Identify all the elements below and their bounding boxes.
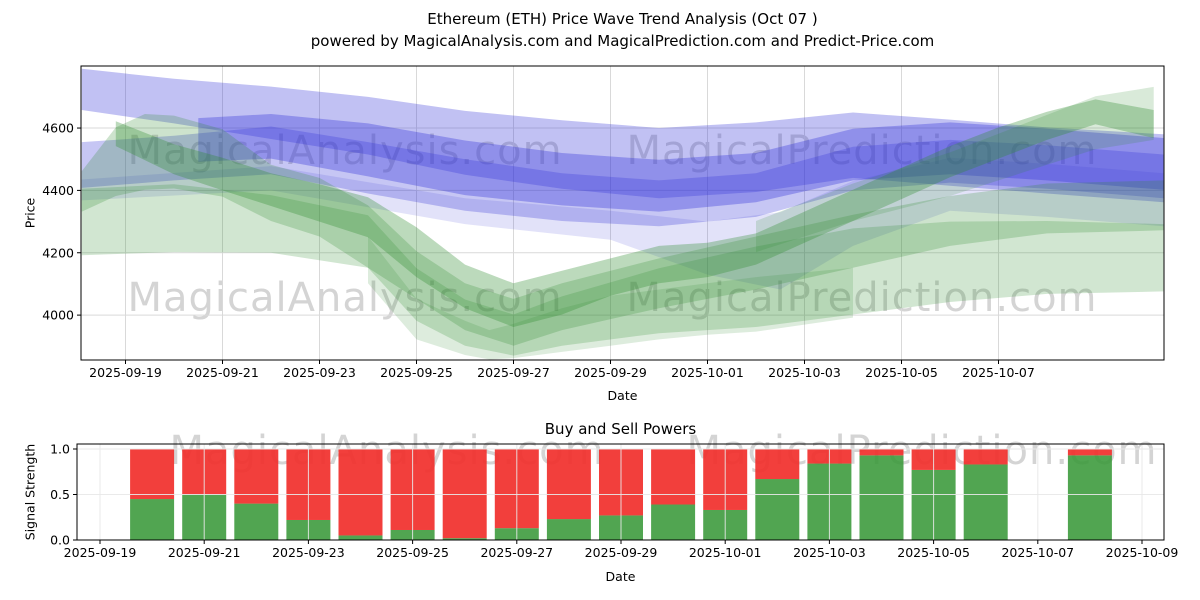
- sell-bar-2025-09-30: [651, 449, 696, 505]
- buy-bar-2025-09-30: [651, 504, 696, 540]
- bottom-tick-marks: [73, 448, 1143, 544]
- svg-text:0.5: 0.5: [50, 487, 70, 502]
- figure-subtitle: powered by MagicalAnalysis.com and Magic…: [310, 32, 935, 50]
- svg-text:2025-09-23: 2025-09-23: [272, 545, 345, 560]
- date-axis-label-top: Date: [607, 388, 638, 403]
- watermark-prediction-top-row2: MagicalPrediction.com: [626, 275, 1098, 321]
- figure-title: Ethereum (ETH) Price Wave Trend Analysis…: [427, 10, 818, 28]
- buy-bar-2025-09-24: [338, 535, 383, 540]
- svg-text:2025-09-19: 2025-09-19: [89, 365, 162, 380]
- buy-bar-2025-10-08: [1067, 455, 1112, 540]
- svg-text:2025-10-05: 2025-10-05: [865, 365, 938, 380]
- buy-bar-2025-09-22: [234, 503, 279, 540]
- band-blue-faint-lower: [81, 157, 1164, 290]
- svg-text:2025-10-07: 2025-10-07: [1001, 545, 1074, 560]
- sell-bar-2025-09-20: [130, 449, 175, 500]
- signal-strength-axis-label: Signal Strength: [22, 443, 38, 541]
- buy-bar-2025-09-28: [546, 519, 591, 540]
- svg-text:2025-10-01: 2025-10-01: [671, 365, 744, 380]
- svg-text:4400: 4400: [42, 183, 74, 198]
- buy-bar-2025-10-06: [963, 464, 1008, 540]
- date-axis-label-bottom: Date: [605, 569, 636, 584]
- svg-text:4200: 4200: [42, 245, 74, 260]
- band-blue-mid: [81, 126, 1164, 227]
- svg-text:4600: 4600: [42, 121, 74, 136]
- band-blue-core-dark: [198, 114, 1164, 212]
- bar-chart-title: Buy and Sell Powers: [544, 420, 697, 438]
- top-gridlines: [81, 66, 1164, 360]
- sell-bar-2025-10-06: [963, 449, 1008, 465]
- buy-sell-bars: [130, 449, 1112, 540]
- top-tick-labels: 2025-09-19 2025-09-21 2025-09-23 2025-09-25…: [42, 121, 1035, 380]
- band-green-mid: [81, 114, 1164, 346]
- svg-text:2025-09-21: 2025-09-21: [186, 365, 259, 380]
- sell-bar-2025-09-24: [338, 449, 383, 536]
- sell-bar-2025-10-02: [755, 449, 800, 480]
- watermark-prediction-top-row1: MagicalPrediction.com: [626, 128, 1098, 174]
- sell-bar-2025-09-28: [546, 449, 591, 520]
- svg-text:2025-09-27: 2025-09-27: [480, 545, 553, 560]
- svg-text:4000: 4000: [42, 308, 74, 323]
- price-axis-label: Price: [22, 197, 38, 229]
- sell-bar-2025-10-04: [859, 449, 904, 456]
- band-green-trough-fan: [368, 236, 853, 360]
- svg-text:1.0: 1.0: [50, 442, 70, 457]
- band-green-wide-fan: [81, 184, 1164, 356]
- buy-bar-2025-09-26: [442, 538, 487, 540]
- band-green-core-dark: [115, 99, 1154, 328]
- buy-bar-2025-10-04: [859, 455, 904, 540]
- svg-text:2025-10-03: 2025-10-03: [793, 545, 866, 560]
- band-green-upper-right-fan: [756, 86, 1154, 253]
- top-tick-marks: [77, 127, 999, 364]
- svg-text:2025-09-19: 2025-09-19: [64, 545, 137, 560]
- svg-text:2025-10-09: 2025-10-09: [1106, 545, 1179, 560]
- svg-text:2025-09-25: 2025-09-25: [376, 545, 449, 560]
- top-axes-box: [80, 65, 1165, 361]
- buy-bar-2025-10-02: [755, 479, 800, 540]
- sell-bar-2025-10-08: [1067, 449, 1112, 456]
- svg-text:2025-10-05: 2025-10-05: [897, 545, 970, 560]
- svg-text:2025-09-21: 2025-09-21: [168, 545, 241, 560]
- svg-text:2025-09-27: 2025-09-27: [477, 365, 550, 380]
- bottom-gridlines: [77, 444, 1164, 540]
- watermark-analysis-top-row1: MagicalAnalysis.com: [127, 128, 563, 174]
- svg-text:2025-10-01: 2025-10-01: [689, 545, 762, 560]
- price-wave-bands: [81, 68, 1164, 360]
- svg-text:2025-10-03: 2025-10-03: [768, 365, 841, 380]
- band-blue-wide-upper: [81, 68, 1164, 203]
- buy-bar-2025-09-20: [130, 499, 175, 540]
- svg-text:2025-09-29: 2025-09-29: [585, 545, 658, 560]
- svg-text:2025-09-29: 2025-09-29: [574, 365, 647, 380]
- watermark-analysis-top-row2: MagicalAnalysis.com: [127, 275, 563, 321]
- sell-bar-2025-09-22: [234, 449, 279, 504]
- sell-bar-2025-09-26: [442, 449, 487, 539]
- svg-text:2025-10-07: 2025-10-07: [962, 365, 1035, 380]
- svg-text:0.0: 0.0: [50, 533, 70, 548]
- svg-text:2025-09-25: 2025-09-25: [380, 365, 453, 380]
- svg-text:2025-09-23: 2025-09-23: [283, 365, 356, 380]
- bottom-tick-labels: 2025-09-19 2025-09-21 2025-09-23 2025-09-25…: [50, 442, 1178, 561]
